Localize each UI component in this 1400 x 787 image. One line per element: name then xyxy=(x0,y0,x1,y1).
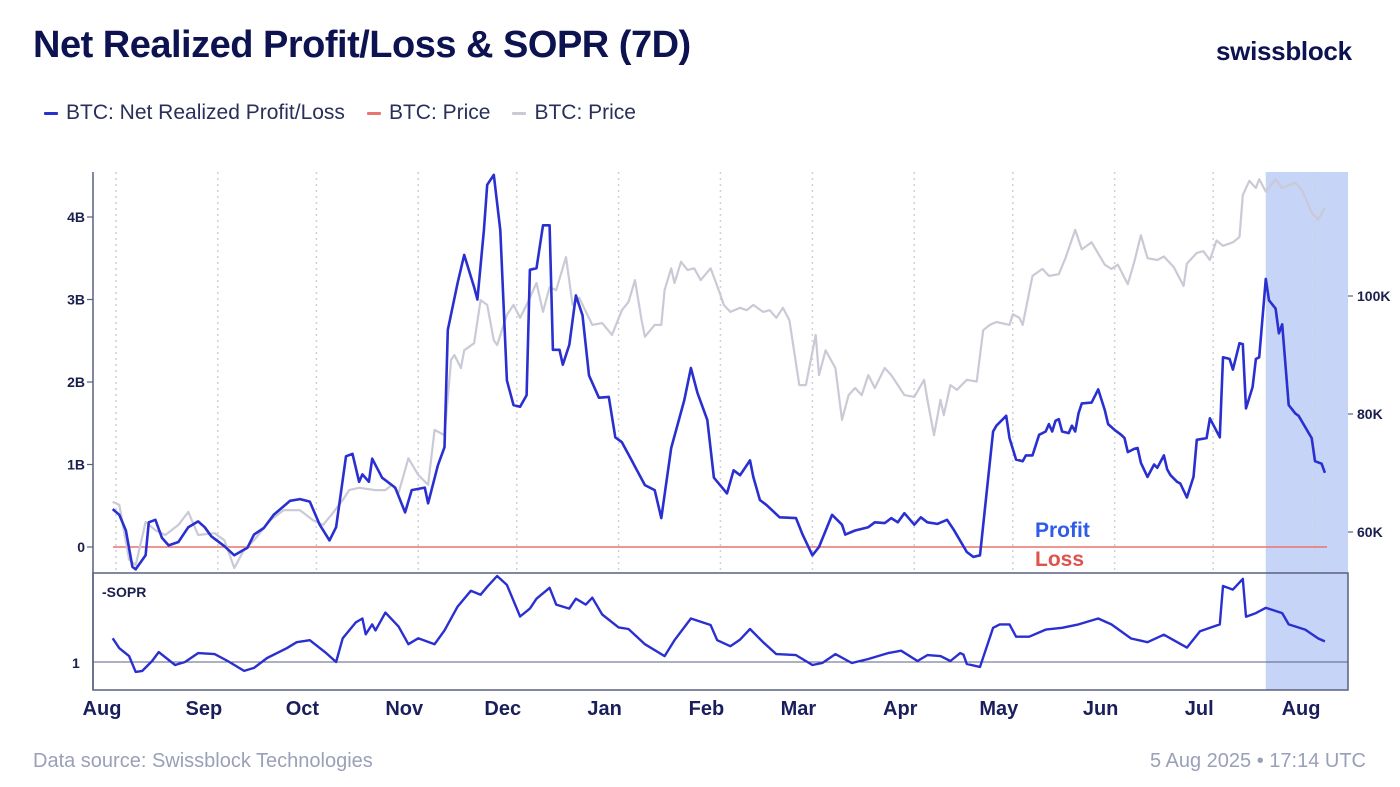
x-tick-label: Feb xyxy=(689,698,725,720)
series-line-net-realized-profit-loss xyxy=(111,173,1327,571)
legend: BTC: Net Realized Profit/Loss BTC: Price… xyxy=(44,101,636,125)
x-tick-label: Mar xyxy=(781,698,817,720)
chart-title: Net Realized Profit/Loss & SOPR (7D) xyxy=(33,24,691,66)
x-tick-label: Sep xyxy=(185,698,222,720)
x-tick-label: Apr xyxy=(883,698,918,720)
data-source: Data source: Swissblock Technologies xyxy=(33,750,373,772)
x-tick-label: Jul xyxy=(1185,698,1214,720)
left-tick-label: 1B xyxy=(67,457,85,473)
x-tick-label: Jan xyxy=(587,698,621,720)
profit-annotation: Profit xyxy=(1035,519,1090,542)
left-tick-label: 0 xyxy=(77,539,85,555)
sopr-panel-label: -SOPR xyxy=(102,584,146,600)
series-line-btc-price xyxy=(112,178,1326,570)
left-tick-label: 4B xyxy=(67,209,85,225)
legend-label-price-red: BTC: Price xyxy=(388,101,491,124)
timestamp: 5 Aug 2025 • 17:14 UTC xyxy=(1149,750,1366,772)
legend-label-nrpl: BTC: Net Realized Profit/Loss xyxy=(66,101,345,124)
legend-swatch-price-red xyxy=(366,111,381,115)
left-tick-label: 3B xyxy=(67,292,85,308)
left-axis-ticks: 0 1B 2B 3B 4B xyxy=(67,209,93,555)
series-line-sopr xyxy=(111,574,1326,674)
legend-item-nrpl[interactable]: BTC: Net Realized Profit/Loss xyxy=(44,101,345,125)
right-tick-label: 80K xyxy=(1357,406,1383,422)
legend-label-price-gray: BTC: Price xyxy=(534,101,636,124)
left-tick-label: 2B xyxy=(67,374,85,390)
x-axis-month-labels: Aug Sep Oct Nov Dec Jan Feb Mar Apr May Jun Jul Aug xyxy=(83,698,1321,720)
x-tick-label: Nov xyxy=(385,698,424,720)
right-tick-label: 60K xyxy=(1357,524,1383,540)
x-tick-label: Jun xyxy=(1083,698,1119,720)
x-tick-label: Dec xyxy=(484,698,521,720)
sopr-panel-frame xyxy=(92,572,1349,691)
x-tick-label: May xyxy=(979,698,1019,720)
right-axis-ticks: 60K 80K 100K xyxy=(1348,288,1390,540)
x-tick-label: Oct xyxy=(286,698,320,720)
swissblock-logo: swissblock xyxy=(1216,36,1352,66)
loss-annotation: Loss xyxy=(1035,548,1084,571)
legend-item-price-red[interactable]: BTC: Price xyxy=(366,101,491,125)
legend-swatch-nrpl xyxy=(44,111,58,115)
sopr-reference-label: 1 xyxy=(72,655,80,671)
x-tick-label: Aug xyxy=(1282,698,1321,720)
right-tick-label: 100K xyxy=(1357,288,1390,304)
x-tick-label: Aug xyxy=(83,698,122,720)
legend-item-price-gray[interactable]: BTC: Price xyxy=(512,101,636,125)
legend-swatch-price-gray xyxy=(512,111,527,115)
month-gridlines xyxy=(115,172,1316,573)
